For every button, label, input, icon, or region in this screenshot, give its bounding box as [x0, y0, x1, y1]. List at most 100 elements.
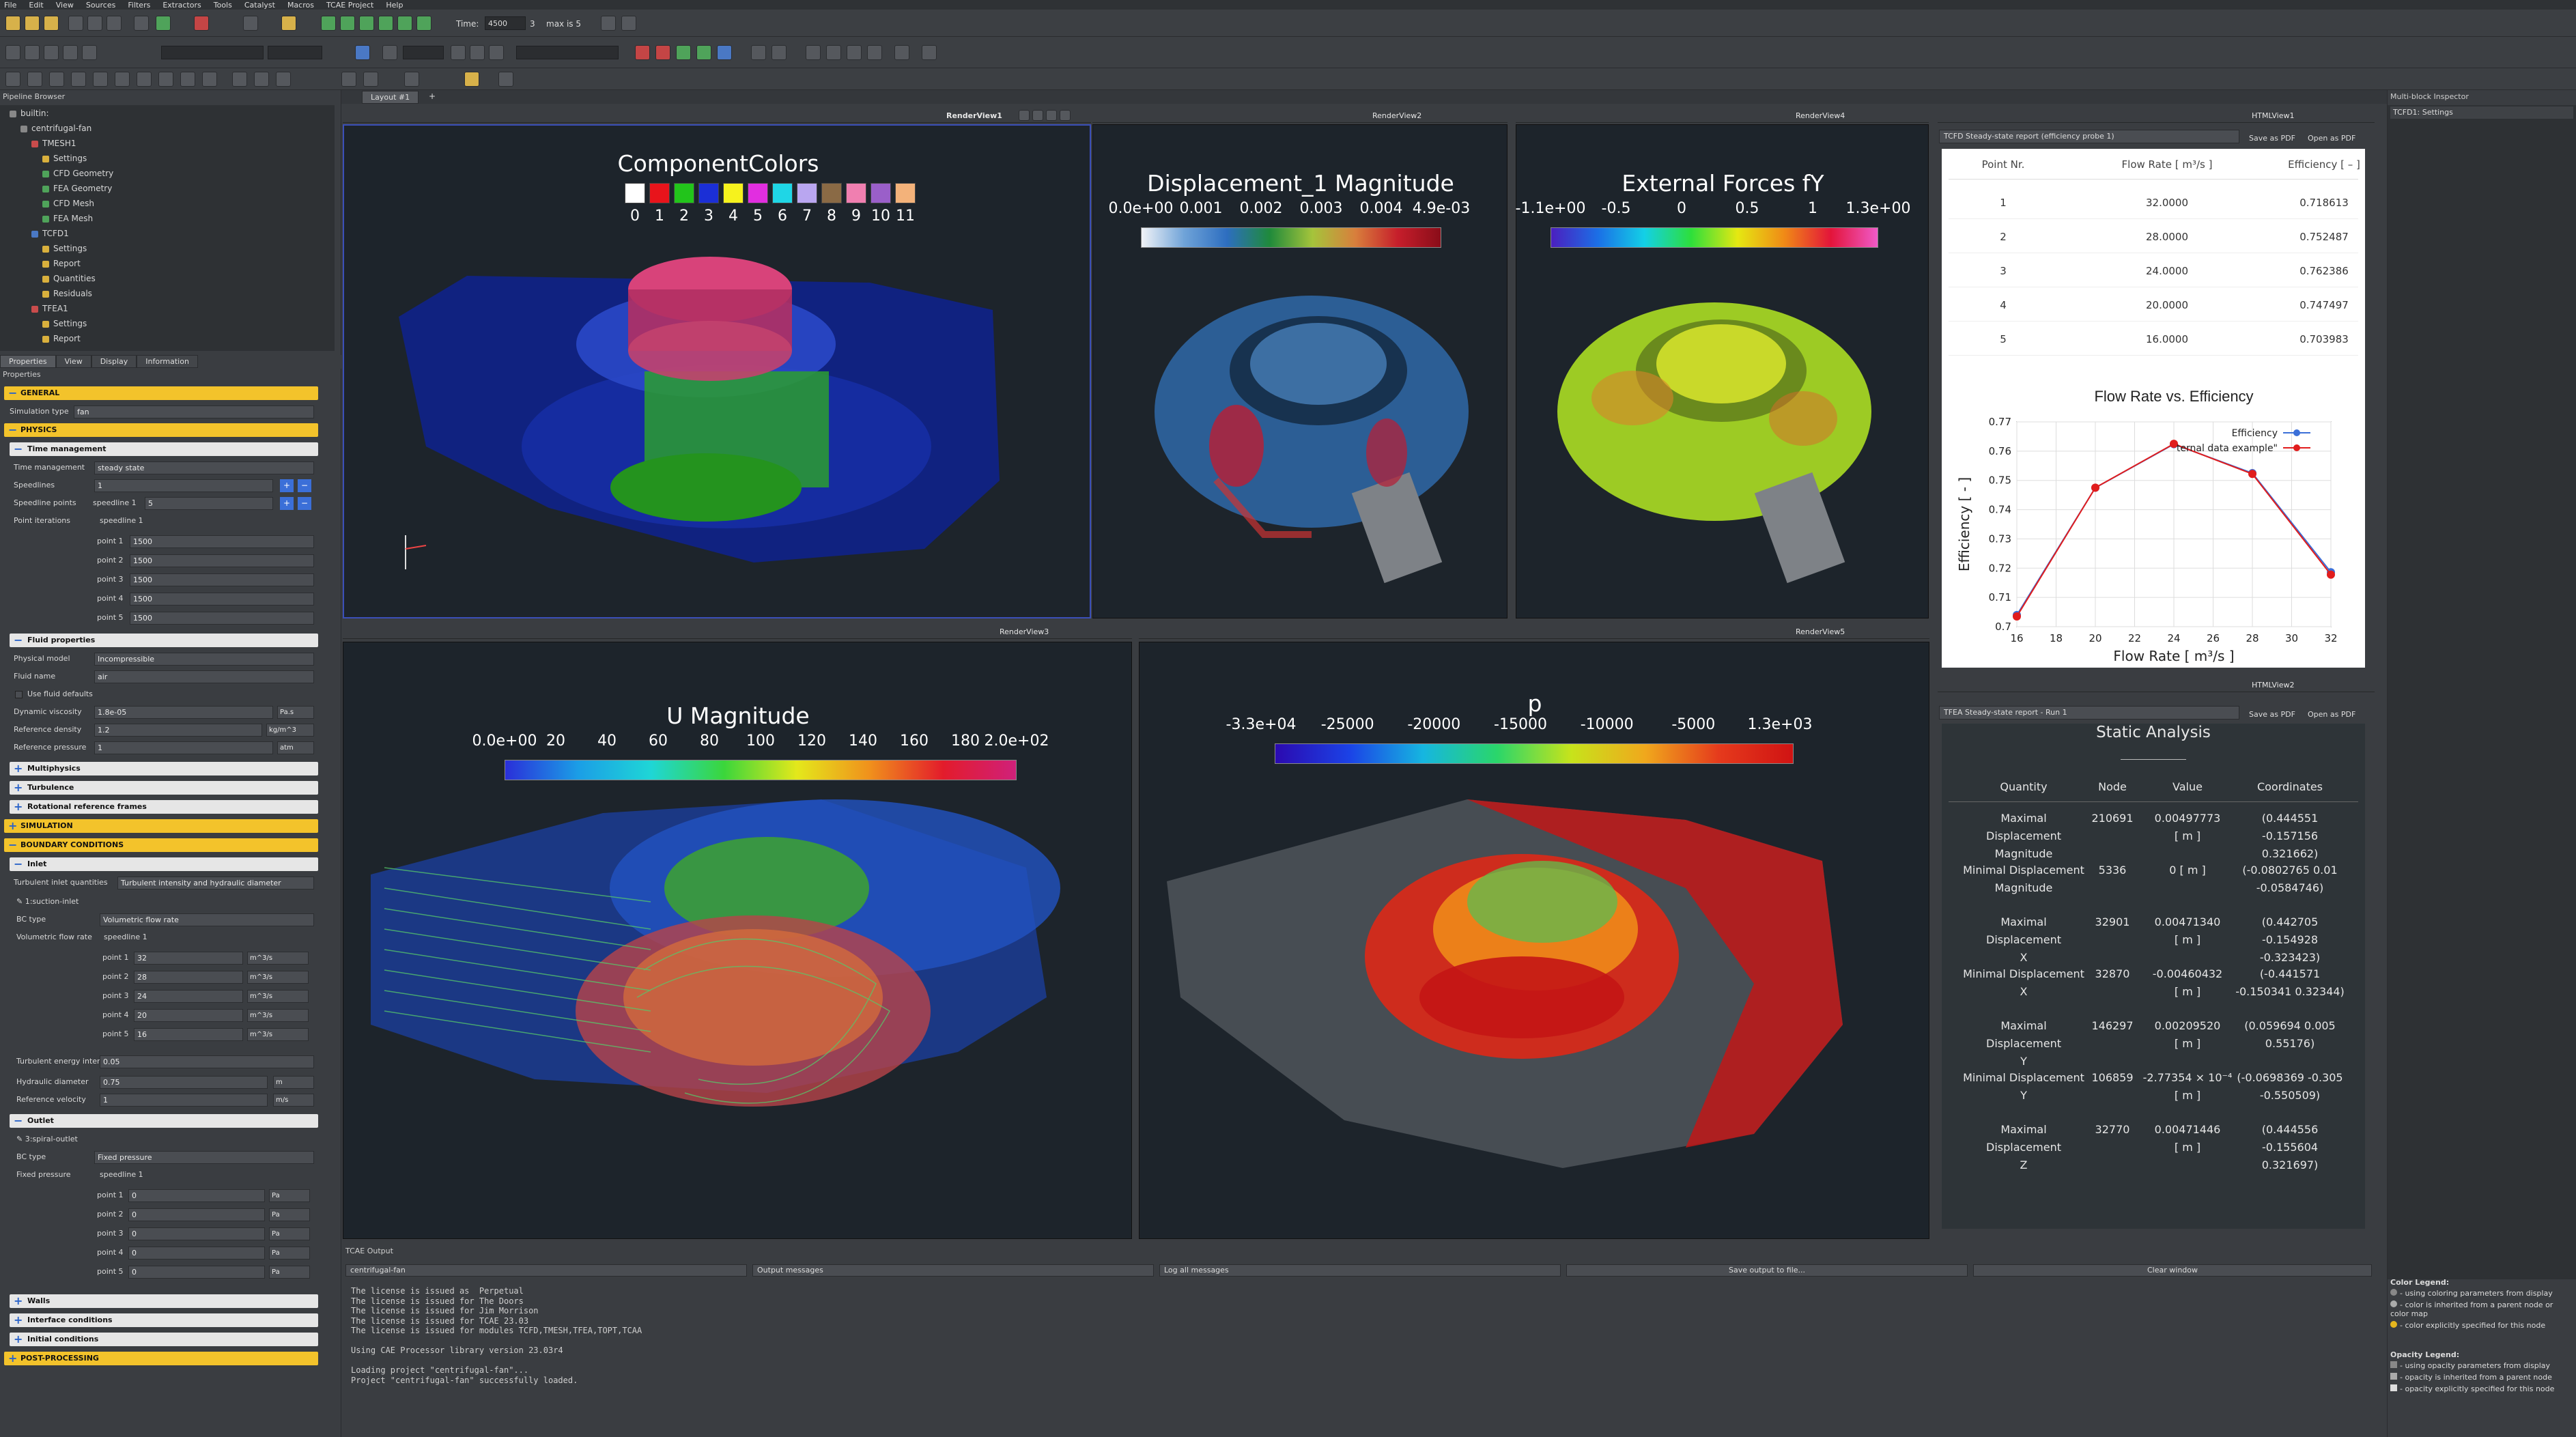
pressure-point-input[interactable]: 0 [128, 1227, 265, 1240]
dynamic-viscosity-unit[interactable]: Pa.s [277, 706, 314, 719]
add-icon[interactable]: + [280, 479, 294, 492]
save-icon[interactable] [44, 16, 59, 31]
turbulent-energy-input[interactable]: 0.05 [100, 1055, 314, 1068]
document-icon[interactable] [894, 45, 909, 60]
menu-extractors[interactable]: Extractors [162, 0, 201, 10]
reference-density-unit[interactable]: kg/m^3 [266, 724, 314, 737]
tab-information[interactable]: Information [137, 355, 198, 368]
python-icon[interactable] [922, 45, 937, 60]
prev-frame-icon[interactable] [340, 16, 355, 31]
reference-density-input[interactable]: 1.2 [94, 724, 262, 737]
contour-icon[interactable] [25, 45, 40, 60]
axis-x-icon[interactable] [451, 45, 466, 60]
interface-section[interactable]: + Interface conditions [10, 1313, 318, 1327]
pipeline-item[interactable]: centrifugal-fan [20, 122, 91, 135]
physics-section[interactable]: − PHYSICS [4, 423, 318, 437]
plane-icon[interactable] [93, 72, 108, 87]
field-data-icon[interactable] [382, 45, 397, 60]
reference-pressure-input[interactable]: 1 [94, 741, 273, 754]
flow-point-input[interactable]: 32 [134, 952, 243, 965]
split-horizontal-icon[interactable] [1019, 110, 1030, 121]
fluid-name-select[interactable]: air [94, 670, 314, 683]
menu-filters[interactable]: Filters [128, 0, 151, 10]
select-points-icon[interactable] [276, 72, 291, 87]
walls-section[interactable]: + Walls [10, 1294, 318, 1308]
renderview5[interactable]: p -3.3e+04 -25000 -20000 -15000 -10000 -5000 1… [1139, 642, 1929, 1239]
expand-icon[interactable]: + [14, 1333, 23, 1346]
help-icon[interactable] [281, 16, 296, 31]
pipeline-item[interactable]: builtin: [10, 106, 49, 120]
pipeline-item[interactable]: Quantities [42, 272, 96, 285]
rotation-center-icon[interactable] [867, 45, 882, 60]
menu-tools[interactable]: Tools [213, 0, 232, 10]
output-messages-select[interactable]: Output messages [752, 1264, 1154, 1277]
html2-open-pdf[interactable]: Open as PDF [2308, 710, 2356, 719]
pressure-point-unit[interactable]: Pa [269, 1189, 310, 1202]
turbulent-inlet-select[interactable]: Turbulent intensity and hydraulic diamet… [117, 877, 314, 890]
pipeline-item[interactable]: Residuals [42, 287, 92, 300]
line-icon[interactable] [158, 72, 173, 87]
view-minus-z-icon[interactable] [717, 45, 732, 60]
flow-point-unit[interactable]: m^3/s [247, 952, 309, 965]
point-iteration-input[interactable]: 1500 [130, 612, 314, 625]
expand-icon[interactable]: − [8, 838, 18, 851]
html1-source-select[interactable]: TCFD Steady-state report (efficiency pro… [1939, 130, 2239, 143]
selection-icon[interactable] [232, 72, 247, 87]
flow-point-unit[interactable]: m^3/s [247, 990, 309, 1003]
rotational-frames-section[interactable]: + Rotational reference frames [10, 800, 318, 814]
remove-icon[interactable]: − [298, 479, 311, 492]
calculator-icon[interactable] [5, 45, 20, 60]
stop-icon[interactable] [194, 16, 209, 31]
time-management-section[interactable]: − Time management [10, 442, 318, 456]
flow-point-input[interactable]: 16 [134, 1028, 243, 1041]
pressure-point-unit[interactable]: Pa [269, 1208, 310, 1221]
point-iteration-input[interactable]: 1500 [130, 535, 314, 548]
first-frame-icon[interactable] [321, 16, 336, 31]
expand-icon[interactable]: − [8, 423, 18, 436]
hydraulic-diameter-input[interactable]: 0.75 [100, 1076, 268, 1089]
disconnect-icon[interactable] [87, 16, 102, 31]
flow-point-input[interactable]: 20 [134, 1009, 243, 1022]
new-icon[interactable] [5, 16, 20, 31]
pipeline-item[interactable]: CFD Geometry [42, 167, 113, 180]
hydraulic-diameter-unit[interactable]: m [273, 1076, 314, 1089]
cone-icon[interactable] [71, 72, 86, 87]
component-select[interactable] [268, 46, 322, 59]
remove-icon[interactable]: − [298, 497, 311, 510]
point-iteration-input[interactable]: 1500 [130, 593, 314, 606]
log-messages-select[interactable]: Log all messages [1159, 1264, 1561, 1277]
rotate-ccw-icon[interactable] [772, 45, 787, 60]
connect-icon[interactable] [68, 16, 83, 31]
zoom-icon[interactable] [601, 16, 616, 31]
add-icon[interactable]: + [280, 497, 294, 510]
renderview2[interactable]: Displacement_1 Magnitude 0.0e+00 0.001 0.0… [1092, 124, 1508, 618]
view-plus-y-icon[interactable] [696, 45, 711, 60]
html2-save-pdf[interactable]: Save as PDF [2249, 710, 2295, 719]
inlet-section[interactable]: − Inlet [10, 857, 318, 871]
pipeline-item[interactable]: Settings [42, 317, 87, 330]
arrow-icon[interactable] [137, 72, 152, 87]
output-project-select[interactable]: centrifugal-fan [345, 1264, 747, 1277]
reset-center-icon[interactable] [847, 45, 862, 60]
point-iteration-input[interactable]: 1500 [130, 554, 314, 567]
flow-point-input[interactable]: 28 [134, 971, 243, 984]
reload-icon[interactable] [156, 16, 171, 31]
pipeline-item[interactable]: TFEA1 [31, 302, 68, 315]
reset-camera-icon[interactable] [355, 45, 370, 60]
pipeline-item[interactable]: FEA Geometry [42, 182, 112, 195]
flow-point-unit[interactable]: m^3/s [247, 1009, 309, 1022]
renderview1[interactable]: ComponentColors 0 1 2 3 4 5 6 7 8 9 10 11 [343, 124, 1091, 618]
copy-icon[interactable] [498, 72, 513, 87]
pressure-point-unit[interactable]: Pa [269, 1266, 310, 1279]
tab-display[interactable]: Display [91, 355, 137, 368]
expand-icon[interactable]: − [14, 857, 23, 870]
boundary-section[interactable]: − BOUNDARY CONDITIONS [4, 838, 318, 852]
pencil-icon[interactable] [464, 72, 479, 87]
pipeline-item[interactable]: FEA Mesh [42, 212, 93, 225]
pressure-point-unit[interactable]: Pa [269, 1247, 310, 1260]
threshold-icon[interactable] [82, 45, 97, 60]
save-output-button[interactable]: Save output to file... [1566, 1264, 1968, 1277]
axis-z-icon[interactable] [489, 45, 504, 60]
menu-sources[interactable]: Sources [85, 0, 116, 10]
pipeline-item[interactable]: TCFD1 [31, 227, 69, 240]
